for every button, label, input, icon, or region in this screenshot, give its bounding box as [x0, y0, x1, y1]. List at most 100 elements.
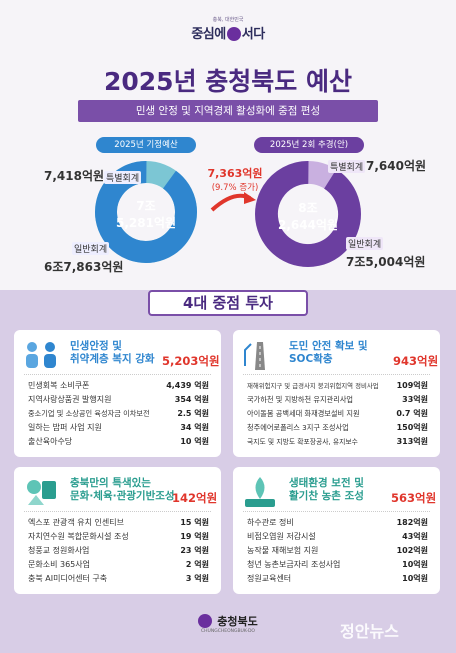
footer-name: 충청북도 — [217, 615, 258, 628]
list-item-value: 109억원 — [396, 381, 428, 390]
card-safety: 도민 안전 확보 및 SOC확충 943억원 재해위험지구 및 급경사지 붕괴위… — [233, 330, 440, 457]
divider — [24, 374, 211, 375]
list-item: 지역사랑상품권 발행지원 — [28, 395, 112, 404]
footer-logo: 충청북도 CHUNGCHEONGBUK-DO — [180, 610, 276, 644]
list-item: 정원교육센터 — [247, 574, 292, 583]
original-special-label: 특별회계 — [104, 171, 142, 184]
list-item: 민생회복 소비쿠폰 — [28, 381, 90, 390]
original-special-amount: 7,418억원 — [44, 169, 105, 183]
list-item: 국지도 및 지방도 확포장공사, 유지보수 — [247, 438, 358, 446]
list-item: 청년 농촌보금자리 조성사업 — [247, 560, 341, 569]
list-item: 국가하천 및 지방하천 유지관리사업 — [247, 395, 354, 404]
supplementary-special-amount: 7,640억원 — [366, 159, 427, 173]
list-item-value: 15 억원 — [180, 518, 209, 527]
list-item: 청주에어로폴리스 3지구 조성사업 — [247, 423, 349, 432]
list-item-value: 102억원 — [396, 546, 428, 555]
card-safety-title-1: 도민 안전 확보 및 — [289, 340, 368, 352]
list-item: 엑스포 관광객 유치 인센티브 — [28, 518, 124, 527]
list-item: 일하는 밥퍼 사업 지원 — [28, 423, 102, 432]
list-item: 재해위험지구 및 급경사지 붕괴위험지역 정비사업 — [247, 382, 379, 390]
list-item-value: 354 억원 — [174, 395, 209, 404]
page-subtitle: 민생 안정 및 지역경제 활성화에 중점 편성 — [78, 100, 378, 122]
page-title: 2025년 충청북도 예산 — [104, 67, 352, 96]
watermark: 정안뉴스 — [340, 622, 399, 641]
original-general-label: 일반회계 — [72, 242, 110, 255]
list-item-value: 2.5 억원 — [177, 409, 209, 418]
supplementary-budget-pill: 2025년 2회 추경(안) — [254, 137, 364, 153]
list-item: 청풍교 정원화사업 — [28, 546, 90, 555]
footer-eng: CHUNGCHEONGBUK-DO — [201, 629, 255, 634]
card-environment-title: 생태환경 보전 및 활기찬 농촌 조성 — [289, 477, 364, 503]
list-item: 자치연수원 복합문화시설 조성 — [28, 532, 129, 541]
culture-icon — [27, 480, 56, 505]
list-item: 문화소비 365사업 — [28, 560, 90, 569]
list-item-value: 10 억원 — [180, 437, 209, 446]
increase-info: 7,363억원 (9.7% 증가) — [200, 165, 270, 193]
flower-icon — [226, 26, 241, 41]
card-culture-title-2: 문화·체육·관광기반조성 — [70, 490, 175, 502]
supplementary-general-amount: 7조5,004억원 — [346, 255, 426, 269]
card-environment-total: 563억원 — [391, 491, 437, 505]
supplementary-center-line1: 8조 — [298, 201, 318, 215]
divider — [243, 374, 430, 375]
original-budget-donut — [95, 161, 197, 263]
increase-arrow-icon — [210, 192, 256, 212]
card-culture-title-1: 충북만의 특색있는 — [70, 477, 151, 489]
list-item-value: 313억원 — [396, 437, 428, 446]
original-general-amount: 6조7,863억원 — [44, 260, 124, 274]
list-item: 충북 AI미디어센터 구축 — [28, 574, 108, 583]
list-item: 농작물 재해보험 지원 — [247, 546, 319, 555]
list-item-value: 33억원 — [402, 395, 428, 404]
eco-icon — [245, 477, 275, 507]
card-welfare: 민생안정 및 취약계층 복지 강화 5,203억원 민생회복 소비쿠폰 4,43… — [14, 330, 221, 457]
card-safety-total: 943억원 — [393, 354, 439, 368]
original-budget-pill: 2025년 기정예산 — [96, 137, 196, 153]
original-center-line1: 7조 — [136, 199, 156, 213]
list-item-value: 0.7 억원 — [396, 409, 428, 418]
divider — [243, 511, 430, 512]
card-safety-title-2: SOC확충 — [289, 353, 333, 365]
card-welfare-title-1: 민생안정 및 — [70, 340, 122, 352]
supplementary-center-line2: 2,644억원 — [277, 218, 339, 232]
slogan-left: 중심에 — [191, 27, 226, 42]
list-item-value: 10억원 — [402, 574, 428, 583]
list-item-value: 182억원 — [396, 518, 428, 527]
slogan-right: 서다 — [241, 27, 265, 42]
card-welfare-title: 민생안정 및 취약계층 복지 강화 — [70, 340, 155, 366]
supplementary-general-label: 일반회계 — [346, 237, 384, 250]
card-culture: 충북만의 특색있는 문화·체육·관광기반조성 142억원 엑스포 관광객 유치 … — [14, 467, 221, 594]
section-title: 4대 중점 투자 — [148, 290, 308, 316]
list-item: 하수관로 정비 — [247, 518, 294, 527]
divider — [24, 511, 211, 512]
card-culture-total: 142억원 — [172, 491, 218, 505]
list-item: 중소기업 및 소상공인 육성자금 이차보전 — [28, 409, 150, 418]
card-environment-title-1: 생태환경 보전 및 — [289, 477, 364, 489]
list-item-value: 10억원 — [402, 560, 428, 569]
donut-general-slice — [95, 161, 197, 263]
original-center: 7조 5,281억원 — [104, 197, 188, 231]
list-item-value: 2 억원 — [185, 560, 209, 569]
people-icon — [26, 342, 56, 368]
supplementary-special-label: 특별회계 — [328, 160, 366, 173]
list-item: 비점오염원 저감시설 — [247, 532, 316, 541]
card-welfare-total: 5,203억원 — [162, 354, 220, 368]
list-item-value: 4,439 억원 — [166, 381, 209, 390]
card-welfare-title-2: 취약계층 복지 강화 — [70, 353, 155, 365]
supplementary-center: 8조 2,644억원 — [266, 199, 350, 233]
list-item-value: 43억원 — [402, 532, 428, 541]
list-item-value: 23 억원 — [180, 546, 209, 555]
list-item-value: 19 억원 — [180, 532, 209, 541]
list-item: 출산육아수당 — [28, 437, 73, 446]
increase-amount: 7,363억원 — [207, 167, 263, 180]
original-center-line2: 5,281억원 — [115, 216, 177, 230]
card-safety-title: 도민 안전 확보 및 SOC확충 — [289, 340, 368, 366]
supplementary-budget-donut — [255, 161, 361, 267]
flower-icon — [198, 613, 213, 628]
slogan-logo: 충북, 대한민국 중심에 서다 — [188, 16, 268, 60]
card-environment-title-2: 활기찬 농촌 조성 — [289, 490, 364, 502]
card-environment: 생태환경 보전 및 활기찬 농촌 조성 563억원 하수관로 정비 182억원 … — [233, 467, 440, 594]
slogan-tag: 충북, 대한민국 — [212, 17, 244, 23]
card-culture-title: 충북만의 특색있는 문화·체육·관광기반조성 — [70, 477, 175, 503]
list-item-value: 34 억원 — [180, 423, 209, 432]
list-item-value: 150억원 — [396, 423, 428, 432]
